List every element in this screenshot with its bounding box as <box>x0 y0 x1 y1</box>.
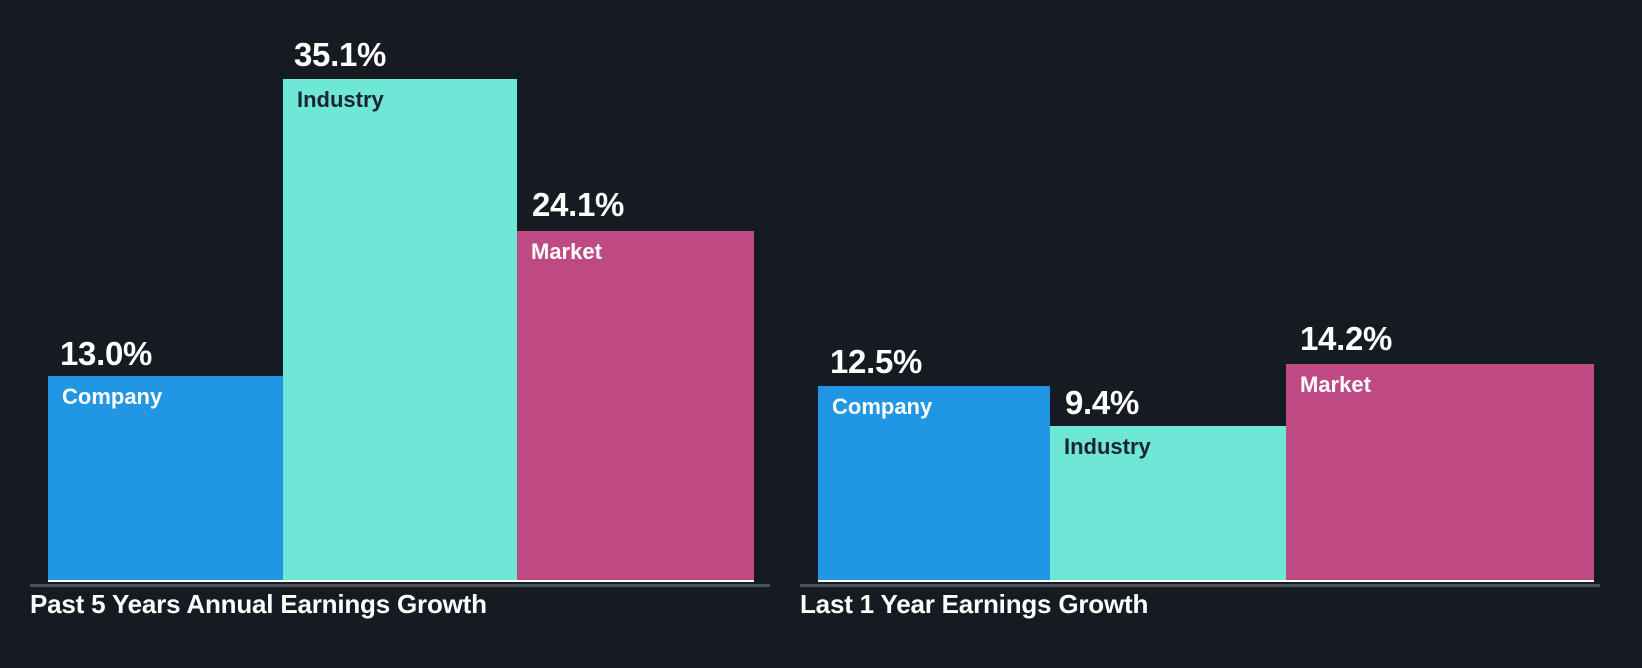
bar-label-industry: Industry <box>1064 434 1151 459</box>
bar-industry[interactable]: Industry <box>1050 426 1286 580</box>
bar-market[interactable]: Market <box>1286 364 1594 580</box>
bar-company[interactable]: Company <box>48 376 283 580</box>
panel-last-1-year: 12.5% Company 9.4% Industry 14.2% Market… <box>800 0 1642 668</box>
bar-label-industry: Industry <box>297 87 384 112</box>
bar-underline-industry <box>283 580 517 582</box>
axis-baseline-right <box>800 584 1600 587</box>
bar-underline-company <box>48 580 283 582</box>
value-label-market: 24.1% <box>532 186 625 223</box>
axis-baseline-left <box>30 584 770 587</box>
value-label-company: 12.5% <box>830 343 923 380</box>
bar-industry[interactable]: Industry <box>283 79 517 580</box>
value-label-industry: 35.1% <box>294 36 387 73</box>
value-label-market: 14.2% <box>1300 320 1393 357</box>
value-label-industry: 9.4% <box>1065 384 1140 421</box>
panel-past-5-years: 13.0% Company 35.1% Industry 24.1% Marke… <box>0 0 800 668</box>
value-label-company: 13.0% <box>60 335 153 372</box>
bar-label-market: Market <box>531 239 602 264</box>
bar-market[interactable]: Market <box>517 231 754 580</box>
bar-underline-market <box>517 580 754 582</box>
panel-title-past-5-years: Past 5 Years Annual Earnings Growth <box>30 589 487 619</box>
bar-company[interactable]: Company <box>818 386 1050 580</box>
bar-label-company: Company <box>832 394 933 419</box>
bar-underline-market <box>1286 580 1594 582</box>
bar-underline-company <box>818 580 1050 582</box>
bar-label-market: Market <box>1300 372 1371 397</box>
bar-underline-industry <box>1050 580 1286 582</box>
panel-title-last-1-year: Last 1 Year Earnings Growth <box>800 589 1149 619</box>
bar-label-company: Company <box>62 384 163 409</box>
